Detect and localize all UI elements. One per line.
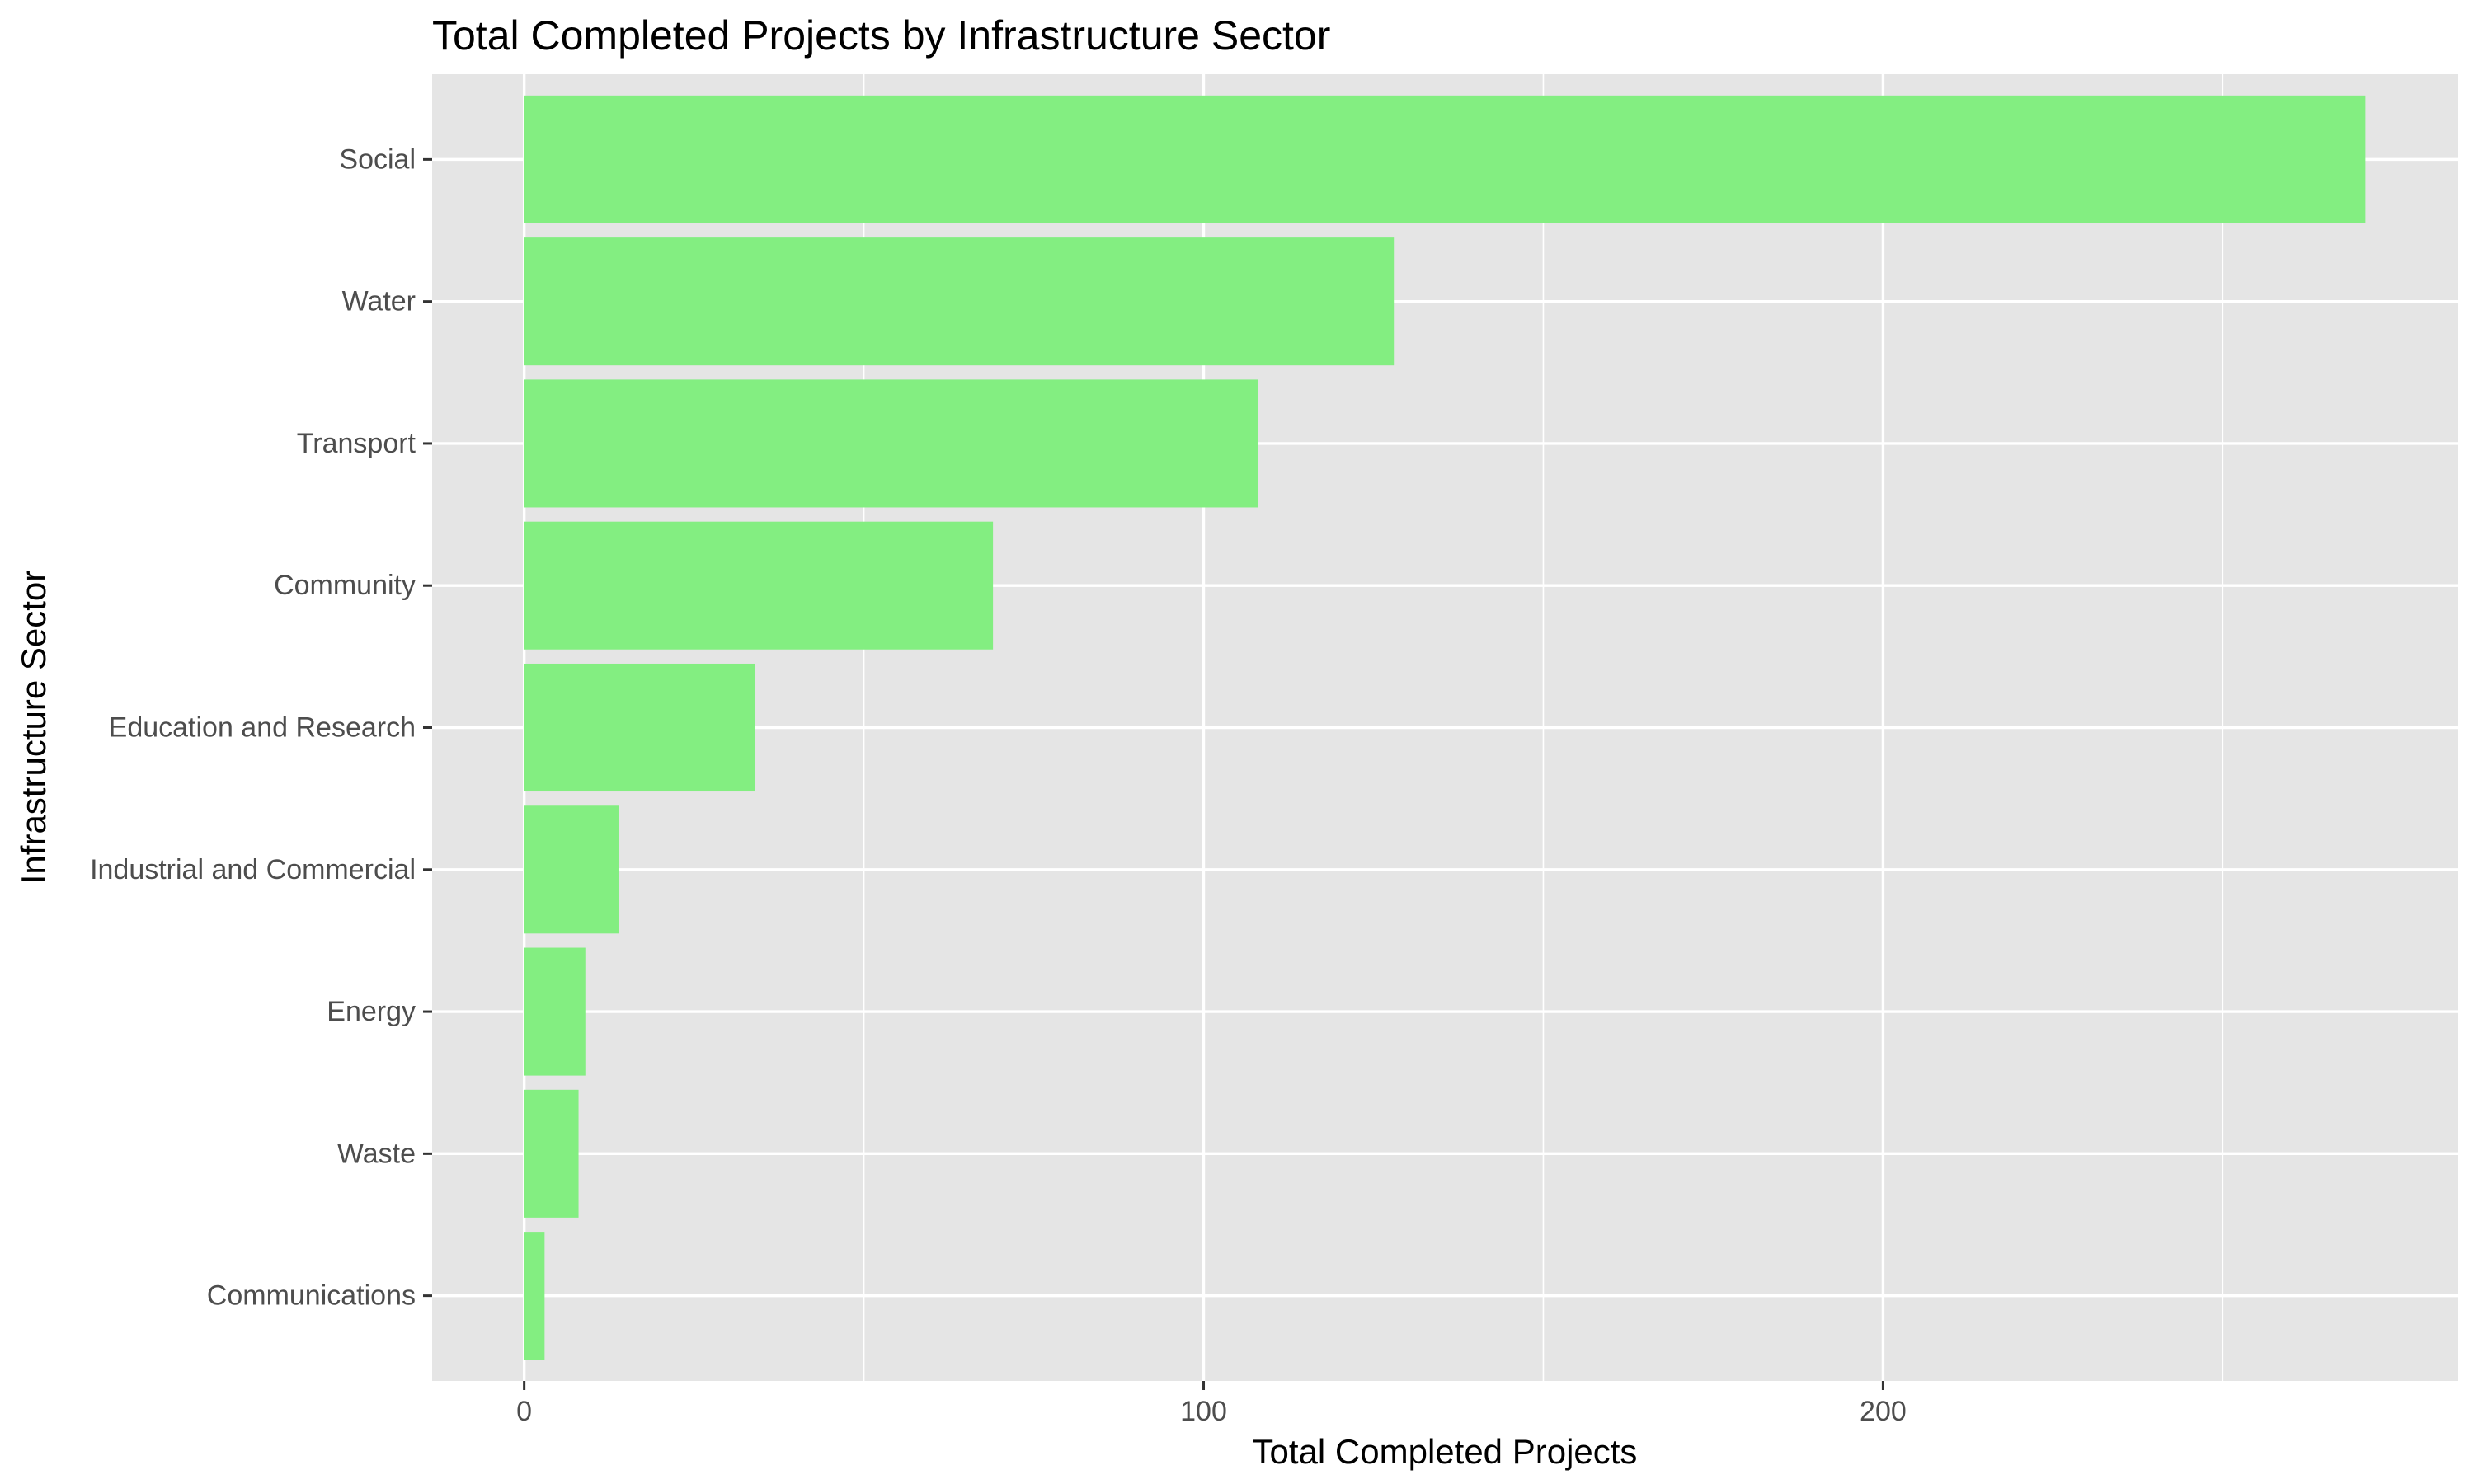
bar xyxy=(524,1232,545,1360)
x-axis-title: Total Completed Projects xyxy=(1253,1432,1638,1471)
bar xyxy=(524,379,1258,508)
y-tick-label: Communications xyxy=(207,1280,416,1312)
chart-title: Total Completed Projects by Infrastructu… xyxy=(432,12,1330,59)
bar xyxy=(524,237,1395,366)
y-tick-label: Energy xyxy=(327,996,416,1027)
x-axis: 0 100 200 xyxy=(516,1381,1907,1427)
y-axis: Social Water Transport Community Education a… xyxy=(90,143,432,1312)
y-axis-title: Infrastructure Sector xyxy=(14,571,53,884)
y-tick-label: Community xyxy=(274,570,416,601)
y-tick-label: Social xyxy=(339,143,416,175)
x-tick-label: 200 xyxy=(1860,1396,1907,1427)
x-tick-label: 0 xyxy=(516,1396,532,1427)
bar xyxy=(524,663,755,792)
bars xyxy=(524,95,2366,1360)
y-tick-label: Industrial and Commercial xyxy=(90,854,416,885)
bar xyxy=(524,521,994,650)
bar xyxy=(524,95,2366,223)
bar xyxy=(524,947,586,1076)
y-tick-label: Education and Research xyxy=(109,712,416,744)
y-tick-label: Waste xyxy=(337,1138,416,1169)
bar xyxy=(524,805,619,934)
x-tick-label: 100 xyxy=(1180,1396,1227,1427)
bar xyxy=(524,1089,579,1218)
y-tick-label: Water xyxy=(342,286,416,317)
y-tick-label: Transport xyxy=(297,428,416,459)
